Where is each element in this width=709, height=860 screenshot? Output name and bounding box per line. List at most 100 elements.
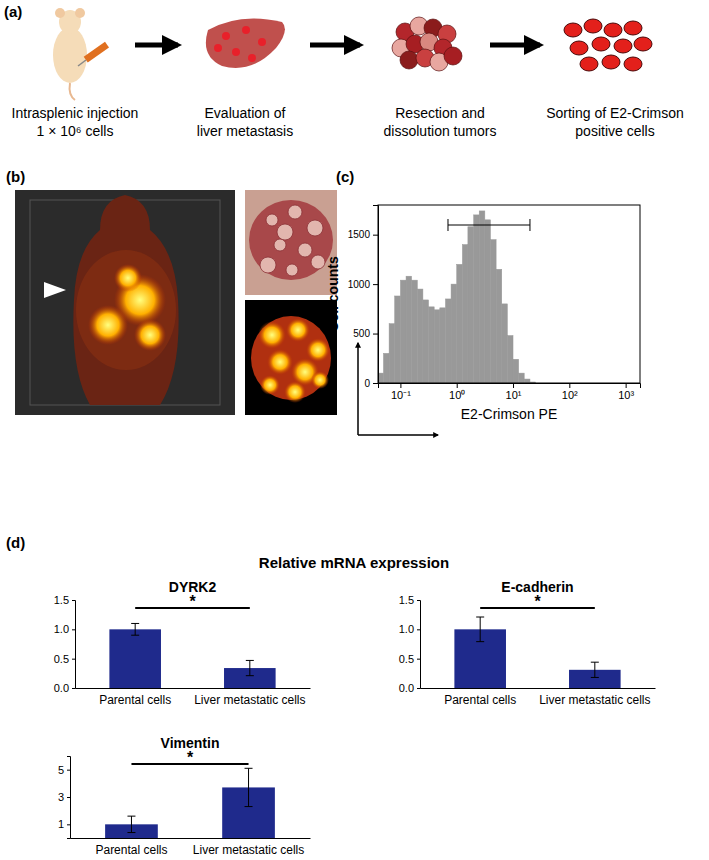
sorted-cell — [592, 37, 610, 51]
histogram-bar — [490, 240, 496, 383]
bioluminescence-image — [15, 190, 235, 415]
figure: (a)(b)(c)(d)Intrasplenic injection1 × 10… — [0, 0, 709, 860]
mouse-ear — [55, 8, 65, 18]
y-tick: 1.5 — [54, 594, 75, 606]
y-tick-mark — [72, 600, 75, 601]
liver-spot — [248, 54, 256, 62]
error-cap — [591, 677, 599, 678]
mouse-icon — [53, 8, 109, 100]
error-bar — [594, 662, 595, 677]
flow-arrow — [310, 43, 360, 48]
liver-photo — [245, 190, 337, 295]
liver-spot — [214, 44, 222, 52]
mouse-silhouette — [73, 195, 178, 405]
error-cap — [476, 617, 484, 618]
error-bar — [249, 660, 250, 675]
x-tick: 10⁻¹ — [391, 383, 411, 401]
mouse-glow — [76, 250, 176, 370]
liver-spot — [232, 48, 240, 56]
x-axis: Parental cells Liver metastatic cells — [421, 688, 656, 707]
mouse-ear — [75, 8, 85, 18]
panel-label: (c) — [336, 168, 354, 185]
fluorescent-nodule — [306, 338, 330, 362]
y-tick: 0.0 — [54, 682, 75, 694]
gate — [448, 219, 530, 231]
y-axis-line — [417, 601, 421, 689]
error-cap — [246, 660, 254, 661]
significance-label: * — [187, 749, 194, 766]
fluorescent-nodule — [260, 375, 280, 395]
gate-end — [529, 219, 530, 231]
sorted-cell — [614, 39, 632, 53]
x-axis-line — [76, 688, 311, 689]
y-tick: 0.5 — [54, 653, 75, 665]
error-cap — [131, 635, 139, 636]
histogram-bar — [524, 379, 530, 383]
plot-frame — [378, 205, 640, 383]
histogram-bar — [434, 310, 440, 383]
fluorescent-nodule — [286, 318, 310, 342]
error-cap — [591, 662, 599, 663]
signal-spot — [134, 319, 166, 351]
y-axis: 0.00.51.01.5 — [399, 594, 421, 694]
histogram-bar — [485, 220, 491, 383]
y-axis: 0.0 0.5 1.0 1.5 — [54, 594, 76, 694]
panel-label: (a) — [4, 3, 22, 20]
x-axis-line — [71, 838, 311, 839]
y-tick-label: 1.0 — [54, 623, 69, 635]
x-axis-line — [379, 384, 641, 389]
histogram-bar — [395, 296, 401, 383]
fluorescent-nodule — [267, 349, 293, 375]
mouse-body — [53, 27, 87, 83]
signal-spot — [114, 264, 142, 292]
error-bar — [480, 617, 481, 642]
liver-nodule — [311, 255, 325, 269]
y-axis-line — [373, 206, 379, 384]
y-axis: 135 — [58, 757, 71, 839]
histogram-bar — [389, 324, 395, 383]
error-bar — [248, 768, 249, 806]
x-tick-label: Parental cells — [444, 693, 516, 707]
y-tick-label: 1000 — [348, 279, 371, 290]
liver-spot — [258, 38, 266, 46]
x-tick-mark — [569, 383, 570, 388]
x-tick-label: 10² — [562, 389, 578, 401]
y-tick: 1.0 — [54, 623, 75, 635]
x-tick-mark — [400, 383, 401, 388]
y-tick-label: 0.0 — [54, 682, 69, 694]
y-tick-mark — [67, 797, 70, 798]
panel-title: Relative mRNA expression — [259, 554, 449, 571]
axis-arrow — [357, 343, 359, 435]
x-axis: 10⁻¹10⁰10¹10²10³ — [379, 383, 641, 401]
y-tick: 1000 — [348, 279, 378, 290]
sorted-cell — [584, 19, 602, 33]
bar-chart: 0.00.51.01.5 Parental cells Liver metastat… — [399, 579, 656, 707]
fluorescent-nodule — [258, 321, 286, 349]
error-cap — [127, 832, 135, 833]
liver-nodule — [298, 243, 312, 257]
liver-icon — [206, 18, 285, 67]
x-tick-label: 10¹ — [506, 389, 522, 401]
panel-label: (d) — [6, 534, 25, 551]
x-tick: 10² — [562, 383, 578, 401]
sorted-cell — [580, 57, 598, 71]
bar-marks — [454, 617, 620, 688]
sorted-cell — [624, 21, 642, 35]
histogram-bar — [400, 280, 406, 383]
fluorescent-nodule — [311, 371, 329, 389]
x-tick-label: 10³ — [618, 389, 634, 401]
y-tick-mark — [417, 600, 420, 601]
liver-nodule — [266, 214, 278, 226]
x-axis-line — [421, 688, 656, 689]
sorted-cell — [570, 41, 588, 55]
liver-nodule — [277, 224, 293, 240]
schematic: Intrasplenic injection1 × 10⁶ cellsEvalu… — [12, 8, 684, 139]
histogram-bar — [429, 307, 435, 383]
histogram-bar — [474, 215, 480, 383]
syringe-needle — [78, 60, 86, 66]
x-tick-label: Liver metastatic cells — [539, 693, 650, 707]
y-axis-line — [72, 601, 76, 689]
y-tick: 0.5 — [399, 653, 420, 665]
y-tick-mark — [373, 235, 378, 236]
step-text: positive cells — [575, 123, 654, 139]
